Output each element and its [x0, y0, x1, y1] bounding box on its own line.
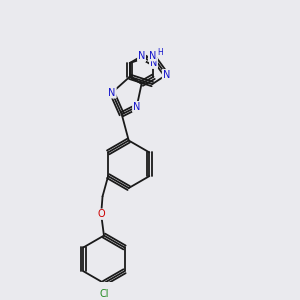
Text: N: N [138, 51, 145, 61]
Text: N: N [148, 51, 156, 61]
Text: O: O [97, 209, 105, 219]
Text: N: N [133, 102, 140, 112]
Text: N: N [108, 88, 116, 98]
Text: Cl: Cl [99, 289, 109, 299]
Text: N: N [148, 51, 156, 61]
Text: H: H [157, 48, 163, 57]
Text: N: N [138, 51, 145, 61]
Text: N: N [150, 58, 157, 68]
Text: N: N [163, 70, 170, 80]
Text: N: N [150, 58, 157, 68]
Text: H: H [157, 48, 163, 57]
Text: N: N [108, 88, 116, 98]
Text: N: N [163, 70, 170, 80]
Text: N: N [133, 102, 140, 112]
